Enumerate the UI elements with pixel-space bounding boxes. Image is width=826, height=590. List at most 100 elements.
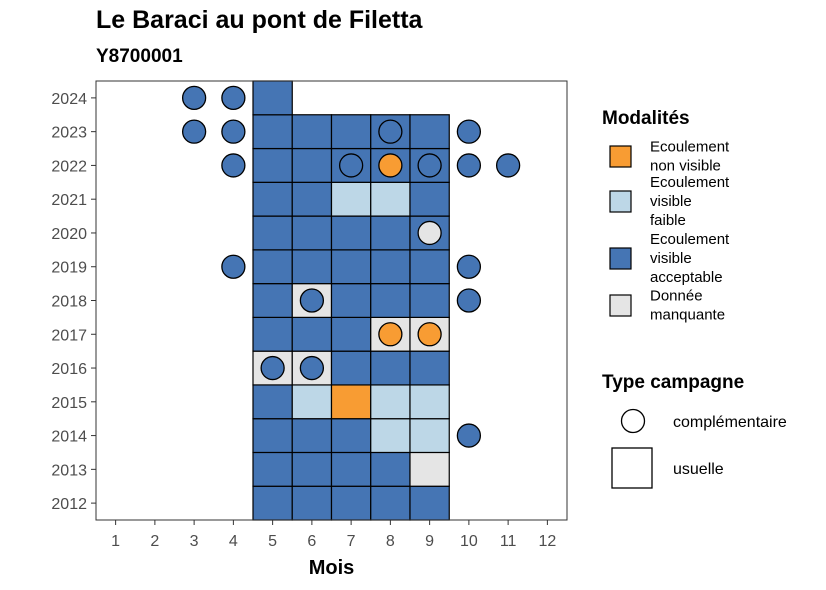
- point-2023-3: [181, 119, 207, 144]
- tile-2013-6: [291, 451, 333, 487]
- tile-2018-9: [409, 283, 450, 318]
- tile-2014-8: [370, 418, 411, 454]
- legend-key-1: [609, 190, 632, 213]
- y-tick-label: 2012: [51, 496, 87, 513]
- tile-2013-8: [370, 451, 411, 487]
- tile-2012-6: [291, 485, 333, 521]
- point-2024-3: [181, 85, 207, 111]
- tile-2017-7: [330, 316, 372, 352]
- tile-2022-5: [252, 147, 293, 183]
- tile-2015-8: [370, 384, 411, 420]
- chart-subtitle: Y8700001: [96, 46, 183, 67]
- x-tick-label: 4: [229, 533, 238, 550]
- tile-2019-7: [330, 249, 372, 285]
- point-2022-10: [456, 153, 482, 178]
- legend-key-3: [609, 294, 632, 317]
- y-tick-label: 2016: [51, 361, 87, 378]
- point-2023-10: [456, 119, 482, 144]
- legend-label-2: visible: [650, 250, 692, 267]
- x-tick-label: 12: [538, 533, 556, 550]
- legend-label-3: manquante: [650, 307, 725, 324]
- tile-2012-5: [252, 485, 293, 521]
- tile-2018-8: [370, 283, 411, 318]
- legend-key-2: [609, 247, 632, 270]
- legend-modalites-title: Modalités: [602, 108, 690, 129]
- legend-type-title: Type campagne: [602, 372, 744, 393]
- tile-2016-9: [409, 350, 450, 386]
- tile-2016-8: [370, 350, 411, 386]
- tile-2021-5: [252, 181, 293, 217]
- tile-2012-8: [370, 485, 411, 521]
- tile-2012-9: [409, 485, 450, 521]
- x-tick-label: 2: [150, 533, 159, 550]
- point-2020-9: [417, 220, 442, 246]
- tile-2013-5: [252, 451, 293, 487]
- axes: 1 2 3 4 5 6 7 8 9 10 11 122012201320142015201620172…: [51, 80, 568, 579]
- y-tick-label: 2013: [51, 462, 87, 479]
- tile-2014-6: [291, 418, 333, 454]
- x-tick-label: 10: [460, 533, 478, 550]
- legend-label-1: faible: [650, 212, 686, 229]
- point-2022-7: [338, 153, 364, 178]
- tile-2014-7: [330, 418, 372, 454]
- tile-2015-7: [330, 384, 372, 420]
- y-tick-label: 2024: [51, 91, 87, 108]
- tile-2019-6: [291, 249, 333, 285]
- tile-2022-6: [291, 147, 333, 183]
- tile-2021-6: [291, 181, 333, 217]
- legend-type-key-square: [611, 447, 653, 489]
- point-2018-6: [299, 288, 325, 313]
- legend-label-1: Ecoulement: [650, 174, 730, 191]
- tile-2016-7: [330, 350, 372, 386]
- tile-2019-5: [252, 249, 293, 285]
- point-2018-10: [456, 288, 482, 313]
- x-tick-label: 8: [386, 533, 395, 550]
- tile-2020-7: [330, 215, 372, 251]
- tile-2023-9: [409, 114, 450, 150]
- x-tick-label: 6: [307, 533, 316, 550]
- legend-label-2: Ecoulement: [650, 231, 730, 248]
- tile-2019-9: [409, 249, 450, 285]
- x-tick-label: 5: [268, 533, 277, 550]
- legend-label-1: visible: [650, 193, 692, 210]
- tile-2020-8: [370, 215, 411, 251]
- y-tick-label: 2017: [51, 327, 87, 344]
- tile-2021-8: [370, 181, 411, 217]
- legend-label-0: non visible: [650, 158, 721, 175]
- x-axis-title: Mois: [309, 557, 355, 579]
- tile-2015-5: [252, 384, 293, 420]
- tile-2019-8: [370, 249, 411, 285]
- tile-2018-5: [252, 283, 293, 318]
- tile-2013-7: [330, 451, 372, 487]
- y-tick-label: 2018: [51, 294, 87, 311]
- point-2016-5: [260, 355, 285, 381]
- tile-2015-9: [409, 384, 450, 420]
- y-tick-label: 2022: [51, 158, 87, 175]
- point-2023-8: [378, 119, 403, 144]
- point-2022-4: [221, 153, 246, 178]
- tile-2017-5: [252, 316, 293, 352]
- point-2024-4: [221, 85, 246, 111]
- x-tick-label: 1: [111, 533, 120, 550]
- tile-2015-6: [291, 384, 333, 420]
- point-2022-9: [417, 153, 442, 178]
- legend-label-3: Donnée: [650, 288, 703, 305]
- point-2022-11: [495, 153, 521, 178]
- tile-2013-9: [409, 451, 450, 487]
- y-tick-label: 2015: [51, 395, 87, 412]
- x-tick-label: 9: [425, 533, 434, 550]
- chart-title: Le Baraci au pont de Filetta: [96, 6, 423, 34]
- legend-label-2: acceptable: [650, 269, 723, 286]
- point-2023-4: [221, 119, 246, 144]
- x-tick-label: 11: [500, 533, 517, 550]
- tile-2018-7: [330, 283, 372, 318]
- legend-type-label-circle: complémentaire: [673, 414, 787, 431]
- point-2014-10: [456, 423, 482, 448]
- y-tick-label: 2023: [51, 125, 87, 142]
- legend-key-0: [609, 145, 632, 168]
- point-2016-6: [299, 355, 325, 381]
- plot-area: [96, 80, 567, 521]
- tile-2023-6: [291, 114, 333, 150]
